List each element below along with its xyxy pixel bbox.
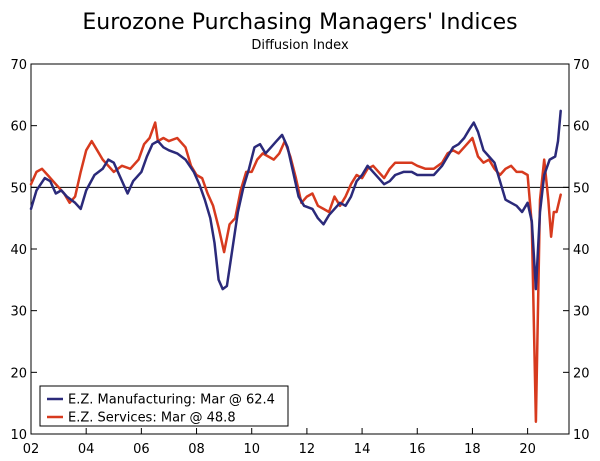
legend: E.Z. Manufacturing: Mar @ 62.4 E.Z. Servi… [39,385,289,427]
chart-subtitle: Diffusion Index [251,38,349,53]
x-tick-label: 16 [409,442,426,457]
plot-area [30,63,570,435]
x-tick-label: 12 [299,442,316,457]
x-tick-label: 04 [78,442,95,457]
legend-label: E.Z. Services: Mar @ 48.8 [68,411,236,426]
services-series-line [29,121,562,423]
legend-label: E.Z. Manufacturing: Mar @ 62.4 [68,393,275,408]
x-tick-label: 02 [23,442,40,457]
y-tick-label-left: 70 [10,58,27,73]
y-tick-label-right: 10 [573,428,590,443]
y-tick-label-right: 20 [573,366,590,381]
y-tick-label-left: 30 [10,305,27,320]
y-tick-label-right: 60 [573,120,590,135]
y-tick-label-right: 30 [573,305,590,320]
y-tick-label-left: 10 [10,428,27,443]
x-tick-label: 10 [243,442,260,457]
y-tick-label-left: 40 [10,243,27,258]
chart-title: Eurozone Purchasing Managers' Indices [82,10,518,35]
y-tick-label-right: 50 [573,181,590,196]
y-tick-label-left: 20 [10,366,27,381]
x-tick-label: 18 [464,442,481,457]
y-tick-label-left: 50 [10,181,27,196]
legend-box [39,385,289,427]
y-tick-label-left: 60 [10,120,27,135]
y-tick-label-right: 70 [573,58,590,73]
x-tick-label: 20 [519,442,536,457]
y-tick-label-right: 40 [573,243,590,258]
manufacturing-series-line [29,109,562,291]
x-tick-label: 06 [133,442,150,457]
x-tick-label: 14 [354,442,371,457]
x-tick-label: 08 [188,442,205,457]
